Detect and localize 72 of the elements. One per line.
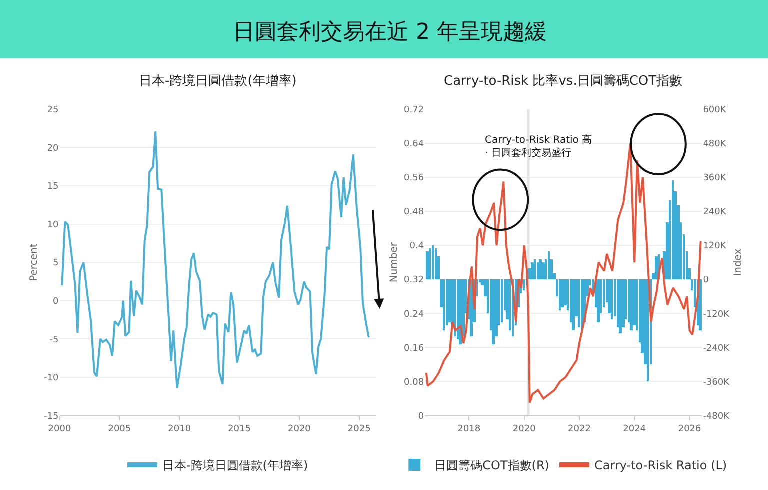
y-tick-label: 0.08 [404, 378, 424, 388]
y-tick-label: 25 [47, 106, 59, 116]
y-tick-label: 0.48 [404, 208, 424, 218]
y2-tick-label: 240K [703, 208, 728, 218]
x-tick-label: 2024 [623, 424, 646, 434]
y2-tick-label: 360K [703, 174, 728, 184]
y-axis-title: Percent [29, 244, 40, 282]
annotation: Carry-to-Risk Ratio 高 · 日圓套利交易盛行 [485, 134, 592, 159]
y-axis-title: Number [389, 242, 400, 283]
y-tick-label: 0 [53, 296, 60, 307]
bar [597, 279, 600, 322]
y-tick-label: 0.32 [404, 276, 424, 286]
bar [537, 262, 540, 280]
y-tick-label: -15 [44, 412, 59, 422]
bar [443, 279, 446, 330]
bar [611, 279, 614, 320]
y-tick-label: 20 [47, 144, 60, 154]
y2-axis-title: Index [733, 248, 744, 276]
bar [672, 180, 674, 280]
bar [699, 279, 702, 330]
y-tick-label: -10 [44, 374, 60, 384]
x-tick-label: 2025 [348, 424, 371, 434]
x-tick-label: 2010 [168, 424, 192, 434]
y-tick-label: -5 [50, 335, 59, 346]
bar [559, 279, 562, 310]
y2-tick-label: 480K [703, 140, 728, 150]
bar [572, 279, 576, 330]
y2-tick-label: 0 [703, 276, 710, 286]
x-tick-label: 2005 [108, 424, 132, 434]
bar [548, 251, 550, 280]
legend-label: 日圓籌碼COT指數(R) [434, 458, 550, 473]
bar [501, 279, 504, 322]
y2-tick-label: -240K [703, 344, 731, 354]
y-tick-label: 0.24 [404, 310, 424, 320]
y-tick-label: 0 [418, 412, 424, 422]
bar [531, 262, 534, 280]
x-tick-label: 2022 [568, 424, 591, 434]
bar [429, 248, 432, 280]
bar [655, 256, 658, 280]
y-tick-label: 15 [47, 182, 59, 192]
y2-tick-label: -360K [703, 378, 731, 388]
legend-label: 日本-跨境日圓借款(年增率) [162, 458, 308, 473]
y-tick-label: 0.4 [410, 242, 424, 252]
y-tick-label: 0.16 [404, 344, 424, 354]
legend-label: Carry-to-Risk Ratio (L) [594, 458, 728, 473]
x-tick-label: 2020 [288, 424, 312, 434]
bar [647, 279, 650, 382]
y-tick-label: 0.56 [404, 174, 424, 184]
y2-tick-label: 600K [703, 106, 728, 116]
bar [426, 251, 430, 280]
x-tick-label: 2018 [458, 424, 481, 434]
x-tick-label: 2000 [48, 424, 72, 434]
text: 日圓套利交易在近 2 年呈現趨緩 [233, 20, 547, 45]
y2-tick-label: 120K [703, 242, 728, 252]
y2-tick-label: -480K [703, 412, 731, 422]
y-tick-label: 10 [47, 220, 60, 230]
line-series [61, 130, 370, 390]
bar [432, 245, 434, 280]
y2-tick-label: -120K [703, 310, 731, 320]
bar [459, 279, 462, 344]
chart-title: Carry-to-Risk 比率vs.日圓籌碼COT指數 [444, 73, 683, 89]
y-tick-label: 0.72 [404, 106, 424, 116]
x-tick-label: 2015 [228, 424, 251, 434]
y-tick-label: 5 [53, 258, 59, 269]
bar [435, 248, 438, 280]
chart-title: 日本-跨境日圓借款(年增率) [139, 73, 297, 89]
y-tick-label: 0.64 [404, 140, 424, 150]
x-tick-label: 2026 [678, 424, 702, 434]
bar [523, 279, 526, 290]
x-tick-label: 2020 [512, 424, 536, 434]
bar [542, 262, 546, 280]
bar [534, 259, 536, 280]
